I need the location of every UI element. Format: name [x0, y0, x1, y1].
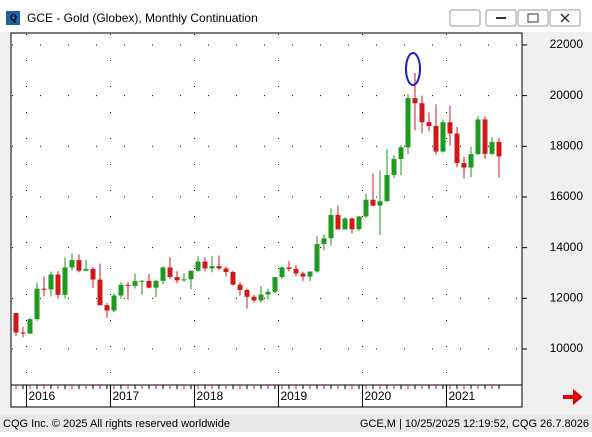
candle-body: [440, 122, 446, 152]
candle-body: [475, 119, 481, 155]
candle-body: [139, 280, 145, 282]
y-tick-label: 20000: [550, 88, 584, 102]
candle-body: [314, 244, 320, 272]
candle-body: [132, 281, 138, 286]
candle-body: [69, 260, 75, 268]
candle-body: [279, 267, 285, 278]
candle-body: [342, 218, 348, 230]
candle-body: [454, 133, 460, 164]
x-tick-label: 2016: [29, 389, 56, 403]
candle-body: [125, 284, 131, 286]
candle-body: [230, 271, 236, 285]
candle-body: [48, 274, 54, 290]
candle-body: [27, 319, 33, 334]
y-tick-label: 22000: [550, 37, 584, 51]
candle-body: [405, 98, 411, 148]
candle-body: [377, 201, 383, 206]
candle-body: [195, 261, 201, 271]
candle-body: [384, 174, 390, 202]
candle-body: [461, 163, 467, 168]
y-tick-label: 10000: [550, 341, 584, 355]
copyright: CQG Inc. © 2025 All rights reserved worl…: [3, 418, 230, 430]
candle-body: [468, 154, 474, 168]
x-tick-label: 2021: [449, 389, 476, 403]
candle-body: [356, 216, 362, 230]
window-title: GCE - Gold (Globex), Monthly Continuatio…: [27, 11, 258, 25]
candle-body: [307, 271, 313, 277]
y-tick-label: 14000: [550, 240, 584, 254]
candle-body: [202, 261, 208, 269]
candle-body: [34, 288, 40, 320]
candle-body: [97, 279, 103, 306]
candle-body: [398, 147, 404, 159]
app-icon-letter: Q: [10, 12, 17, 22]
candle-body: [167, 267, 173, 278]
candle-body: [153, 280, 159, 288]
candle-body: [419, 103, 425, 123]
candle-body: [146, 280, 152, 288]
maximize-button[interactable]: [517, 9, 549, 27]
candle-body: [272, 277, 278, 292]
candle-body: [258, 294, 264, 301]
y-tick-label: 12000: [550, 291, 584, 305]
candle-body: [370, 199, 376, 206]
candle-body: [223, 268, 229, 272]
scroll-arrow[interactable]: [563, 388, 583, 406]
y-tick-label: 16000: [550, 189, 584, 203]
candle-body: [83, 268, 89, 271]
candle-body: [104, 305, 110, 311]
candle-body: [55, 274, 61, 295]
candle-body: [363, 199, 369, 217]
candle-body: [209, 266, 215, 269]
candle-body: [328, 214, 334, 239]
x-tick-label: 2019: [281, 389, 308, 403]
candle-body: [496, 141, 502, 157]
candle-body: [335, 214, 341, 230]
candle-body: [251, 296, 257, 301]
candle-body: [90, 268, 96, 280]
candle-body: [118, 284, 124, 296]
candle-body: [412, 98, 418, 104]
candle-body: [20, 332, 26, 334]
candle-body: [244, 289, 250, 297]
candle-body: [482, 119, 488, 154]
candle-body: [349, 218, 355, 230]
candle-body: [216, 266, 222, 269]
x-tick-label: 2018: [197, 389, 224, 403]
close-icon: [560, 13, 570, 23]
y-tick-label: 18000: [550, 138, 584, 152]
candle-body: [300, 273, 306, 277]
x-axis-strip: [10, 384, 523, 408]
x-tick-label: 2017: [113, 389, 140, 403]
candle-body: [62, 267, 68, 295]
x-tick-label: 2020: [365, 389, 392, 403]
candle-body: [489, 141, 495, 154]
candle-body: [160, 267, 166, 281]
candle-body: [13, 313, 19, 333]
app-icon: [6, 11, 20, 25]
candle-body: [174, 277, 180, 281]
link-button[interactable]: [449, 9, 481, 27]
candle-body: [111, 295, 117, 311]
plot-area: [10, 32, 523, 386]
candle-body: [76, 260, 82, 271]
status-bar: [0, 415, 592, 432]
candle-body: [188, 270, 194, 280]
candle-body: [265, 291, 271, 295]
candle-body: [286, 267, 292, 269]
candle-body: [293, 268, 299, 274]
candle-body: [391, 158, 397, 175]
status-info: GCE,M | 10/25/2025 12:19:52, CQG 26.7.80…: [360, 418, 589, 430]
candle-body: [41, 288, 47, 290]
candle-body: [447, 122, 453, 134]
maximize-icon: [527, 13, 539, 23]
candle-body: [321, 238, 327, 245]
candle-body: [237, 284, 243, 290]
candle-body: [181, 279, 187, 281]
candle-body: [426, 122, 432, 127]
highlight-circle: [405, 52, 421, 87]
candle-body: [433, 126, 439, 152]
